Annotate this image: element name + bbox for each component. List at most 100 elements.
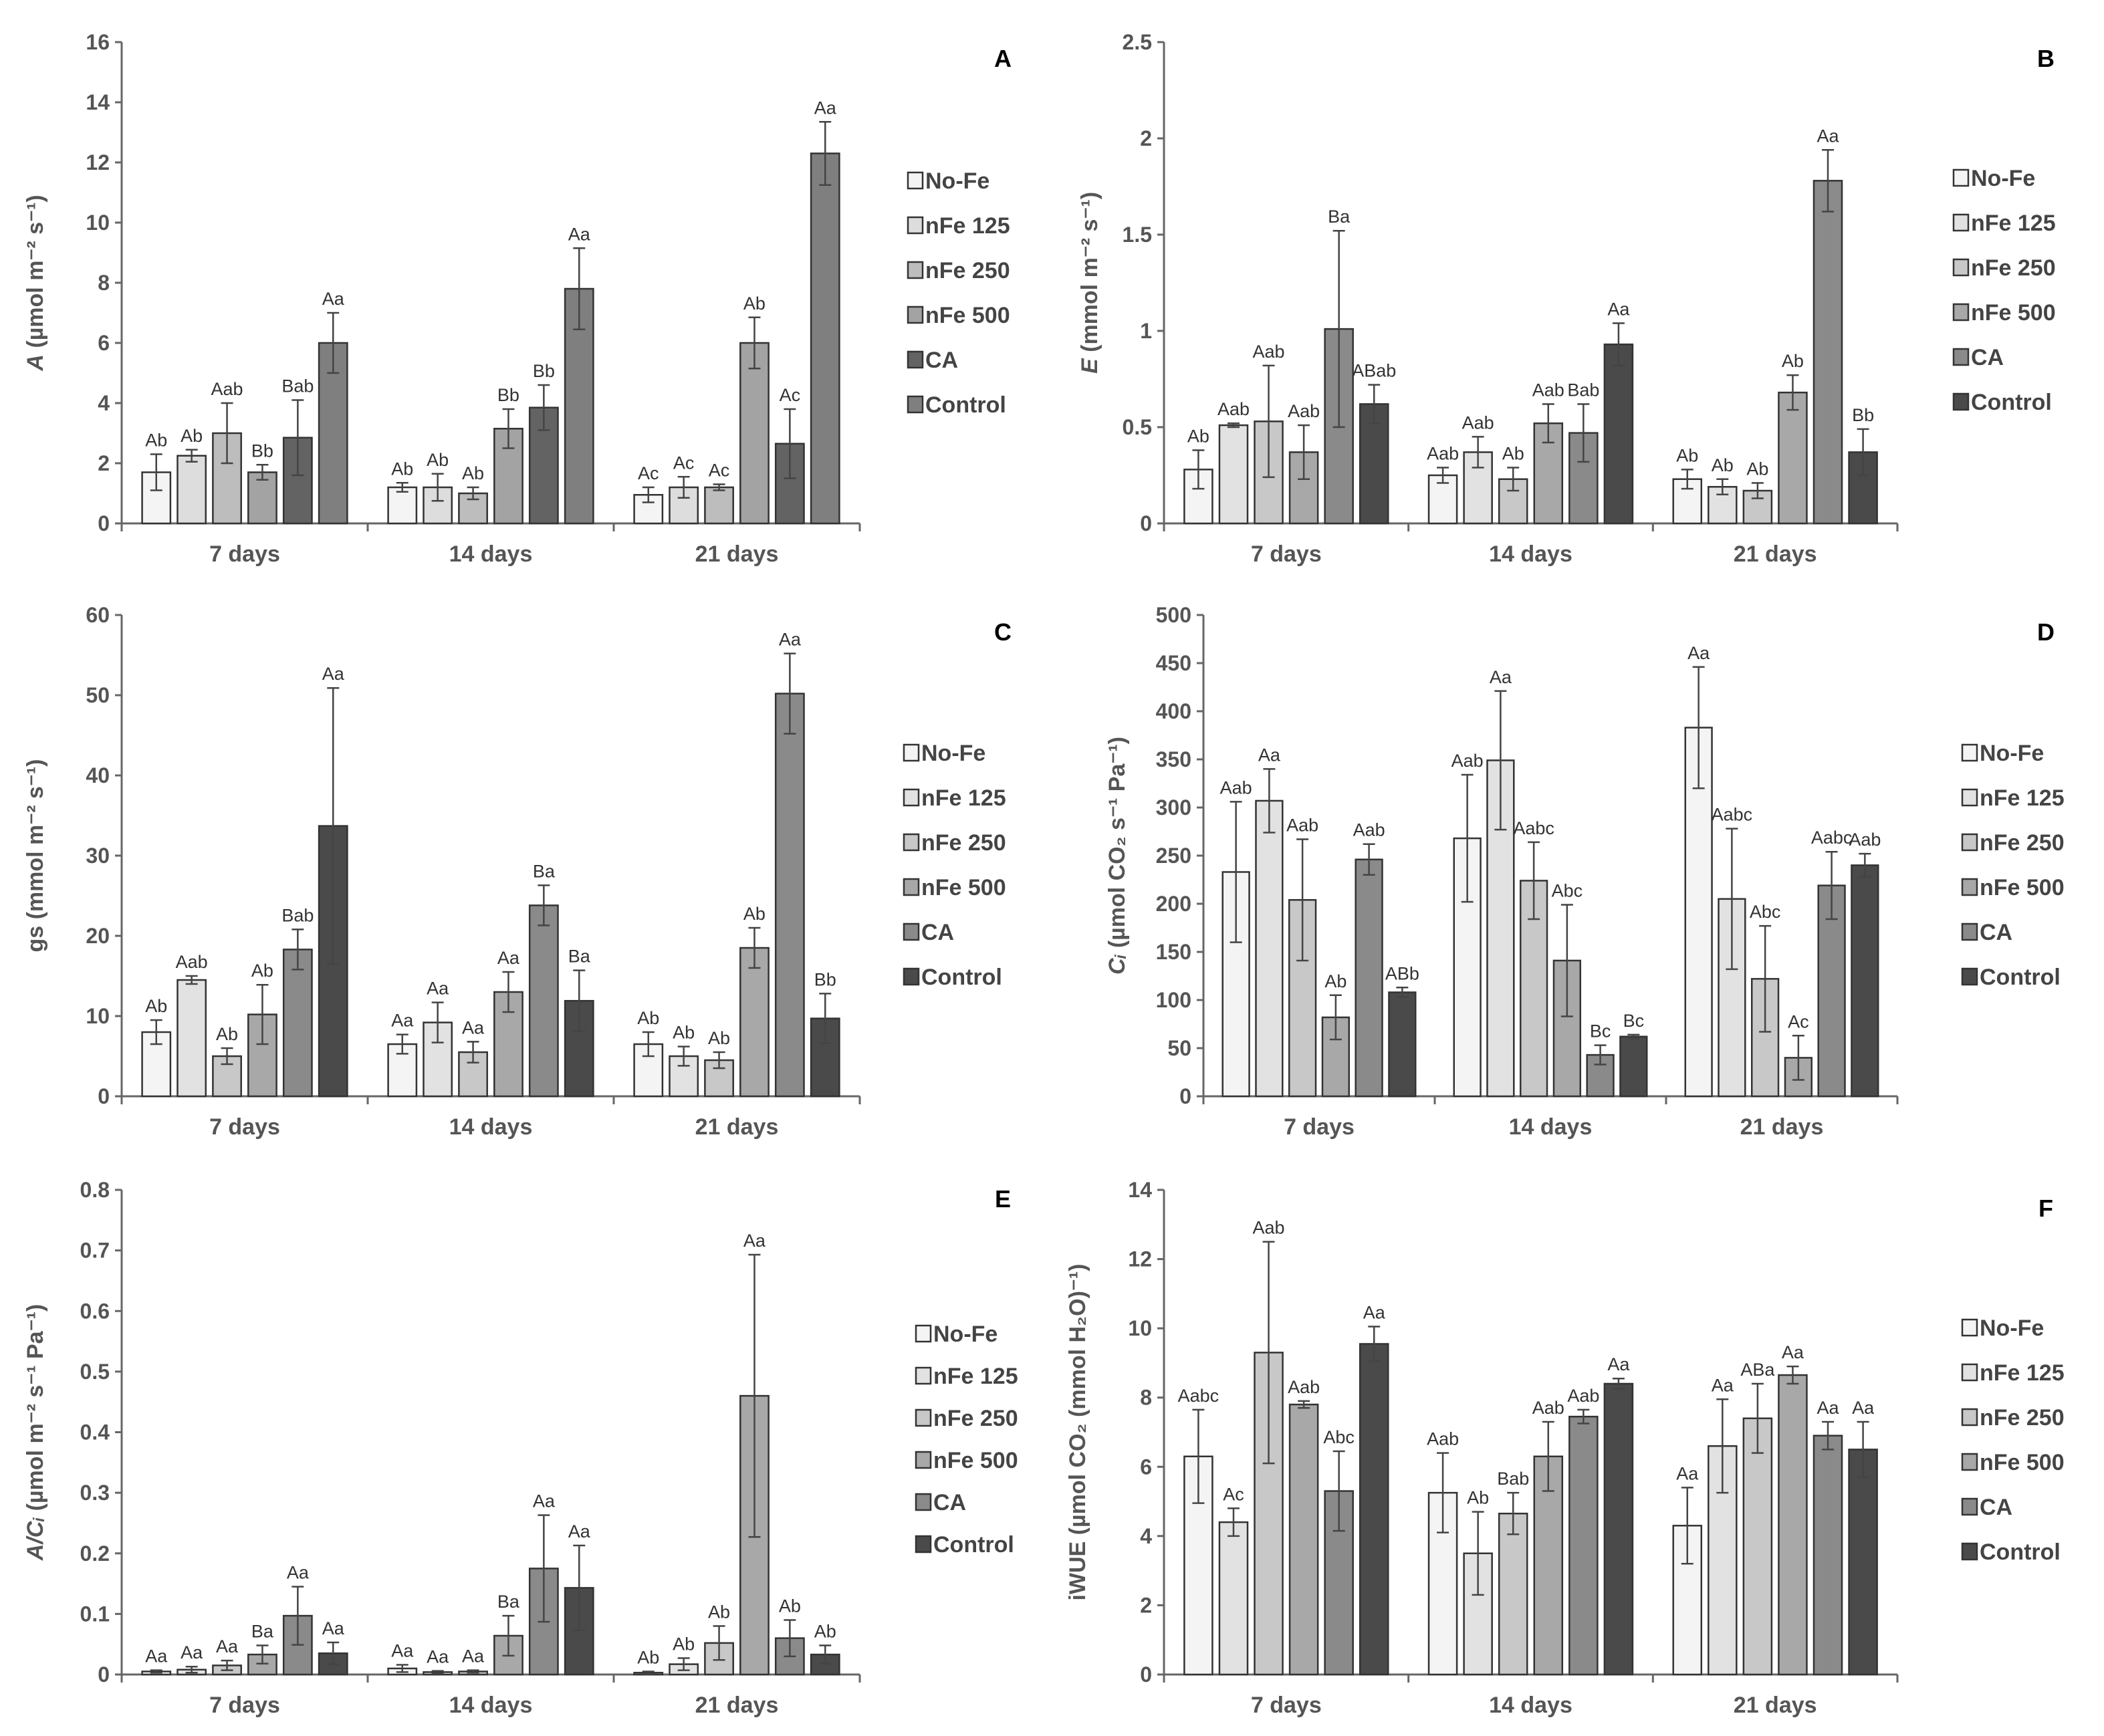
legend-label: nFe 250 — [1980, 830, 2065, 856]
significance-label: Bc — [1623, 1011, 1645, 1031]
significance-label: Aa — [1363, 1303, 1386, 1323]
significance-label: Ac — [1788, 1011, 1809, 1031]
significance-label: Aa — [568, 224, 591, 244]
significance-label: Ba — [533, 861, 556, 881]
legend-swatch — [915, 1535, 932, 1554]
legend-swatch — [1961, 1363, 1978, 1382]
bar-nfe-250 — [1498, 1512, 1528, 1676]
y-tick-label: 0.1 — [80, 1602, 110, 1626]
legend-swatch — [1961, 1542, 1978, 1561]
legend-swatch — [1952, 392, 1970, 411]
legend-label: Control — [1971, 390, 2052, 415]
bar-ca — [1813, 1435, 1843, 1676]
legend-swatch — [1952, 168, 1970, 187]
bar-control — [1619, 1035, 1648, 1098]
panel-c: 0 10 20 30 40 50 60 gs (mmol m⁻² s⁻¹) 7 days Ab Aa… — [23, 603, 1012, 1140]
significance-label: Aa — [462, 1017, 485, 1037]
significance-label: Aa — [533, 1491, 556, 1511]
legend-label: No-Fe — [925, 168, 989, 194]
legend-swatch — [915, 1366, 932, 1385]
legend-label: nFe 125 — [1980, 1360, 2065, 1386]
significance-label: Ab — [673, 1634, 695, 1654]
legend-label: No-Fe — [1980, 741, 2044, 766]
significance-label: Aa — [322, 1618, 345, 1638]
y-tick-label: 0 — [98, 511, 110, 535]
bar-control — [1851, 864, 1879, 1098]
significance-label: Bb — [1852, 405, 1874, 425]
significance-label: Aa — [1712, 1375, 1734, 1395]
x-category-label: 21 days — [1734, 1693, 1817, 1718]
y-tick-label: 50 — [1167, 1036, 1191, 1060]
significance-label: Aab — [1532, 380, 1564, 400]
bar-control — [1603, 1382, 1634, 1676]
significance-label: Aab — [1353, 820, 1385, 840]
significance-label: Ab — [1324, 971, 1347, 991]
significance-label: Ab — [779, 1596, 801, 1616]
significance-label: Aab — [1217, 399, 1250, 419]
legend-label: nFe 500 — [1980, 1450, 2065, 1475]
legend-label: Control — [1980, 1539, 2061, 1565]
significance-label: Ab — [814, 1622, 836, 1642]
x-category-label: 14 days — [1489, 1693, 1572, 1718]
y-tick-label: 0.8 — [80, 1178, 110, 1202]
significance-label: Aa — [568, 1521, 591, 1541]
significance-label: ABab — [1352, 361, 1396, 381]
significance-label: Bc — [1590, 1021, 1611, 1041]
y-tick-label: 0.2 — [80, 1541, 110, 1566]
bar-nfe-500 — [1778, 391, 1808, 525]
significance-label: Aa — [322, 664, 345, 684]
y-axis-label: iWUE (µmol CO₂ (mmol H₂O)⁻¹) — [1065, 1263, 1090, 1600]
legend-swatch — [907, 171, 924, 190]
significance-label: Aa — [181, 1642, 203, 1662]
y-tick-label: 20 — [86, 924, 110, 948]
significance-label: Ab — [673, 1023, 695, 1043]
y-tick-label: 1.5 — [1123, 223, 1152, 247]
legend-swatch — [1952, 213, 1970, 232]
significance-label: Aa — [391, 1641, 414, 1661]
legend-label: CA — [1971, 345, 2004, 370]
legend-swatch — [1961, 833, 1978, 852]
legend-swatch — [907, 305, 924, 324]
y-tick-label: 6 — [98, 331, 110, 355]
significance-label: Ba — [1328, 207, 1351, 227]
y-tick-label: 0.3 — [80, 1481, 110, 1505]
significance-label: Ac — [709, 461, 730, 481]
y-tick-label: 0.6 — [80, 1299, 110, 1323]
y-tick-label: 14 — [1128, 1178, 1152, 1202]
significance-label: Aabc — [1178, 1386, 1219, 1406]
legend-label: nFe 125 — [1980, 785, 2065, 811]
x-category-label: 7 days — [1251, 1693, 1322, 1718]
significance-label: Abc — [1552, 880, 1583, 900]
significance-label: Ab — [708, 1028, 730, 1048]
legend-swatch — [915, 1493, 932, 1511]
legend-swatch — [907, 350, 924, 369]
legend-swatch — [1961, 1497, 1978, 1516]
legend-swatch — [903, 743, 920, 762]
x-category-label: 14 days — [449, 1693, 533, 1718]
legend-label: Control — [925, 392, 1006, 418]
bar-control — [1603, 343, 1634, 525]
significance-label: Ab — [1502, 443, 1524, 463]
significance-label: Aab — [1286, 816, 1318, 836]
y-tick-label: 10 — [1128, 1316, 1152, 1340]
bar-nfe-500 — [739, 947, 770, 1098]
significance-label: Aa — [1817, 126, 1839, 146]
panel-letter: C — [994, 618, 1012, 646]
bar-nfe-125 — [177, 979, 207, 1098]
legend-label: nFe 250 — [1980, 1405, 2065, 1431]
significance-label: Aab — [1462, 412, 1494, 432]
panel-a: 0 2 4 6 8 10 12 14 16 A (µmol m⁻² s⁻¹) 7 days Ab Ab A… — [23, 30, 1012, 567]
legend-label: nFe 500 — [921, 875, 1006, 900]
legend-label: No-Fe — [1971, 166, 2035, 191]
significance-label: Bab — [1497, 1469, 1529, 1489]
legend-swatch — [1961, 1318, 1978, 1337]
x-category-label: 21 days — [1740, 1114, 1824, 1140]
bar-nfe-250 — [704, 486, 734, 525]
y-tick-label: 0.7 — [80, 1239, 110, 1263]
significance-label: Aab — [211, 379, 243, 399]
panel-letter: E — [995, 1185, 1011, 1213]
y-tick-label: 4 — [98, 391, 110, 415]
y-tick-label: 200 — [1156, 892, 1191, 916]
legend-swatch — [1952, 303, 1970, 322]
y-tick-label: 100 — [1156, 988, 1191, 1012]
